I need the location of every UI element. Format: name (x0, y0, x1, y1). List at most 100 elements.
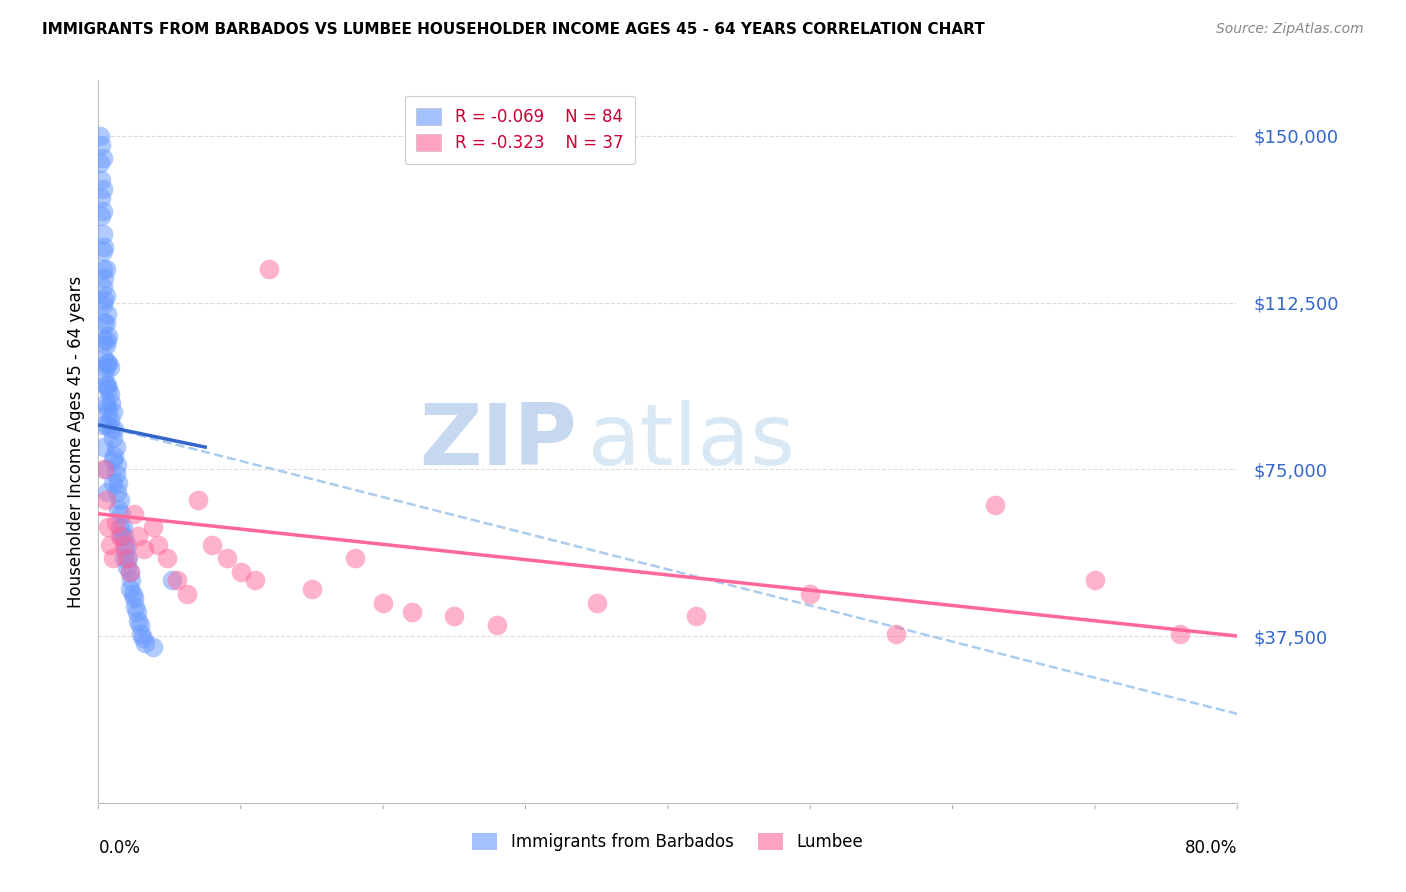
Point (187, 493, 209, 508)
Point (89, 128, 111, 143)
Point (229, 565, 252, 579)
Point (122, 591, 145, 606)
Point (125, 605, 148, 619)
Point (91, 182, 114, 196)
Point (117, 551, 139, 566)
Point (93, 334, 115, 348)
Point (96, 377, 118, 392)
Point (401, 605, 423, 619)
Point (97, 382, 120, 396)
Text: IMMIGRANTS FROM BARBADOS VS LUMBEE HOUSEHOLDER INCOME AGES 45 - 64 YEARS CORRELA: IMMIGRANTS FROM BARBADOS VS LUMBEE HOUSE… (42, 22, 986, 37)
Point (98, 538, 121, 552)
Point (91, 227, 114, 241)
Point (127, 529, 149, 543)
Point (105, 484, 128, 499)
Point (101, 551, 124, 566)
Point (201, 538, 224, 552)
Point (100, 422, 122, 436)
Point (97, 329, 120, 343)
Text: 80.0%: 80.0% (1185, 838, 1237, 857)
Point (105, 458, 128, 472)
Point (108, 493, 131, 508)
Point (98, 360, 121, 375)
Point (121, 587, 143, 601)
Y-axis label: Householder Income Ages 45 - 64 years: Householder Income Ages 45 - 64 years (66, 276, 84, 607)
Point (91, 262, 114, 277)
Point (122, 507, 145, 521)
Point (443, 609, 465, 624)
Point (115, 560, 138, 574)
Point (799, 587, 821, 601)
Point (176, 587, 198, 601)
Point (100, 395, 122, 409)
Point (259, 262, 281, 277)
Point (124, 600, 146, 615)
Point (343, 551, 366, 566)
Point (94, 360, 117, 375)
Point (91, 151, 114, 165)
Point (120, 574, 142, 588)
Point (132, 542, 155, 557)
Point (89, 155, 111, 169)
Point (166, 574, 188, 588)
Point (301, 582, 323, 597)
Point (96, 307, 118, 321)
Point (101, 404, 124, 418)
Point (110, 507, 132, 521)
Point (373, 596, 395, 610)
Point (90, 173, 112, 187)
Point (96, 484, 118, 499)
Point (90, 137, 112, 152)
Point (93, 368, 115, 383)
Point (148, 538, 170, 552)
Point (93, 462, 115, 476)
Text: Source: ZipAtlas.com: Source: ZipAtlas.com (1216, 22, 1364, 37)
Point (1084, 574, 1107, 588)
Point (215, 551, 238, 566)
Point (91, 280, 114, 294)
Text: atlas: atlas (588, 400, 796, 483)
Point (984, 498, 1007, 512)
Point (93, 240, 115, 254)
Point (101, 453, 124, 467)
Point (93, 440, 115, 454)
Point (103, 422, 125, 436)
Point (110, 529, 132, 543)
Point (131, 632, 153, 646)
Point (91, 204, 114, 219)
Point (114, 542, 136, 557)
Point (96, 417, 118, 432)
Point (94, 377, 117, 392)
Point (112, 551, 135, 566)
Point (93, 271, 115, 285)
Point (93, 351, 115, 366)
Point (156, 551, 179, 566)
Point (104, 516, 127, 530)
Point (141, 520, 163, 534)
Point (98, 413, 121, 427)
Text: 0.0%: 0.0% (98, 838, 141, 857)
Point (118, 565, 141, 579)
Point (91, 417, 114, 432)
Point (112, 538, 135, 552)
Point (111, 520, 134, 534)
Point (97, 356, 120, 370)
Point (129, 627, 152, 641)
Point (108, 529, 131, 543)
Point (115, 538, 138, 552)
Point (585, 596, 607, 610)
Point (103, 449, 125, 463)
Point (685, 609, 707, 624)
Point (118, 582, 141, 597)
Point (101, 475, 124, 490)
Point (884, 627, 907, 641)
Point (91, 298, 114, 312)
Point (127, 614, 149, 628)
Point (107, 502, 129, 516)
Point (93, 316, 115, 330)
Point (93, 293, 115, 308)
Point (115, 551, 138, 566)
Point (96, 400, 118, 414)
Point (90, 191, 112, 205)
Point (94, 316, 117, 330)
